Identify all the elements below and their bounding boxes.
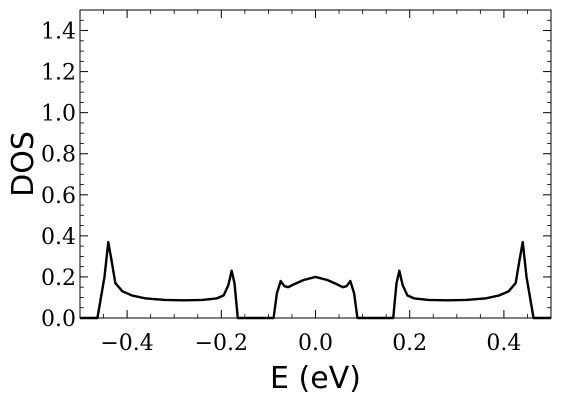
x-tick-label: 0.2	[392, 331, 427, 356]
y-tick-label: 0.8	[41, 143, 76, 168]
x-tick-labels: −0.4 −0.2 0.0 0.2 0.4	[100, 331, 521, 356]
y-tick-labels: 0.0 0.2 0.4 0.6 0.8 1.0 1.2 1.4	[41, 20, 76, 332]
y-tick-label: 1.0	[41, 102, 76, 127]
y-tick-label: 0.2	[41, 266, 76, 291]
x-tick-label: −0.2	[195, 331, 248, 356]
plot-frame	[79, 9, 552, 319]
x-tick-label: 0.0	[298, 331, 333, 356]
x-tick-label: 0.4	[486, 331, 521, 356]
ticks	[79, 9, 552, 319]
x-tick-label: −0.4	[100, 331, 153, 356]
y-tick-label: 0.0	[41, 307, 76, 332]
dos-curve	[80, 240, 551, 320]
y-tick-label: 1.2	[41, 61, 76, 86]
y-tick-label: 0.6	[41, 184, 76, 209]
y-axis-title: DOS	[6, 131, 41, 197]
y-tick-label: 0.4	[41, 225, 76, 250]
y-tick-label: 1.4	[41, 20, 76, 45]
x-axis-title: E (eV)	[270, 361, 361, 396]
